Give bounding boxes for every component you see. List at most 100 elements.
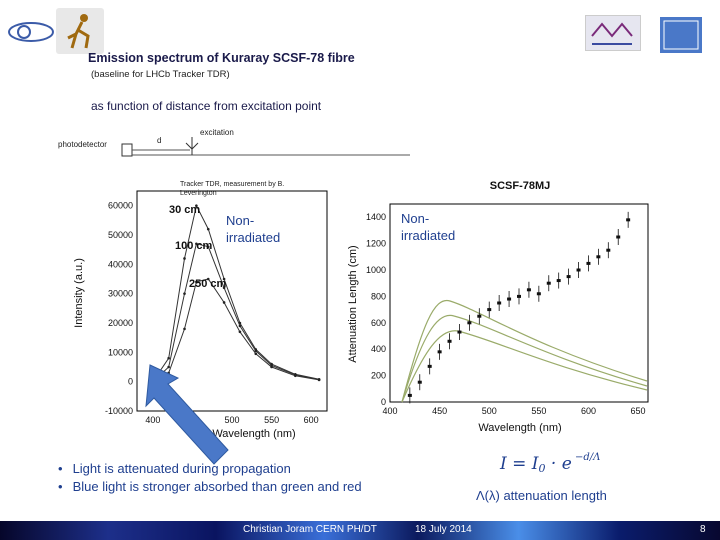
- left-ytick-label: 60000: [108, 201, 133, 211]
- left-data-point: [222, 286, 226, 290]
- left-data-point: [183, 292, 186, 295]
- bullet-item: • Blue light is stronger absorbed than gr…: [58, 478, 362, 496]
- left-data-point: [183, 327, 186, 331]
- right-data-point: [417, 380, 422, 384]
- left-data-point: [195, 280, 198, 284]
- left-annotation: Non- irradiated: [226, 212, 280, 246]
- bullet-dot: •: [58, 479, 63, 494]
- bullet-text-2: Blue light is stronger absorbed than gre…: [72, 479, 362, 494]
- right-data-point: [467, 321, 472, 325]
- right-ytick-label: 400: [371, 344, 386, 354]
- right-xtick-label: 650: [631, 406, 646, 416]
- left-chart-xlabel: Wavelength (nm): [212, 428, 295, 440]
- emission-spectrum-chart: Intensity (a.u.) Wavelength (nm) 60000 50…: [73, 190, 328, 440]
- right-ytick-label: 600: [371, 318, 386, 328]
- right-ytick-label: 800: [371, 291, 386, 301]
- left-data-point: [195, 242, 198, 246]
- right-data-point: [626, 218, 631, 222]
- right-xtick-label: 550: [531, 406, 546, 416]
- left-data-point: [294, 374, 297, 378]
- series-label-30cm: 30 cm: [169, 204, 200, 216]
- green-spectra: [401, 299, 648, 403]
- right-data-point: [566, 275, 571, 279]
- left-data-point: [270, 365, 273, 369]
- left-data-point: [254, 352, 258, 356]
- right-data-point: [507, 297, 512, 301]
- left-chart-frame: [136, 190, 328, 412]
- right-data-point: [477, 314, 482, 318]
- right-annotation: Non- irradiated: [401, 210, 455, 244]
- right-chart-xlabel: Wavelength (nm): [478, 422, 561, 434]
- left-ytick-label: 10000: [108, 347, 133, 357]
- bullet-item: • Light is attenuated during propagation: [58, 460, 362, 478]
- runner-logo: [56, 8, 104, 54]
- right-data-point: [487, 308, 492, 312]
- left-ytick-label: 40000: [108, 259, 133, 269]
- slide-title: Emission spectrum of Kuraray SCSF-78 fib…: [88, 51, 355, 65]
- left-ytick-label: 0: [128, 377, 133, 387]
- right-data-point: [497, 301, 502, 305]
- right-data-point: [596, 255, 601, 259]
- left-data-point: [183, 257, 186, 260]
- formula-caption: Λ(λ) attenuation length: [476, 488, 607, 503]
- left-data-point: [195, 204, 198, 207]
- left-xtick-label: 400: [145, 415, 160, 425]
- left-data-point: [167, 356, 170, 360]
- attenuation-formula: I = I0 · e −d/Λ: [500, 452, 601, 475]
- right-data-point: [536, 292, 541, 296]
- right-annotation-line-2: irradiated: [401, 228, 456, 243]
- right-ytick-label: 1000: [366, 265, 386, 275]
- left-data-point: [206, 227, 210, 231]
- right-data-point: [427, 364, 432, 368]
- left-annotation-line-1: Non-: [226, 213, 255, 228]
- left-data-point: [167, 365, 170, 369]
- left-annotation-line-2: irradiated: [226, 230, 281, 245]
- left-chart-ylabel: Intensity (a.u.): [73, 258, 85, 328]
- left-data-point: [238, 324, 242, 328]
- blue-arrow: [145, 364, 229, 465]
- scifi-logo: [660, 17, 702, 53]
- lhcb-logo: [585, 15, 641, 51]
- excitation-label: excitation: [200, 128, 234, 137]
- footer-author: Christian Joram CERN PH/DT: [243, 524, 377, 535]
- left-data-point: [317, 378, 321, 382]
- series-label-250cm: 250 cm: [189, 278, 227, 290]
- left-ytick-label: 50000: [108, 230, 133, 240]
- series-label-100cm: 100 cm: [175, 240, 213, 252]
- page-number: 8: [700, 524, 706, 535]
- left-ytick-label: 20000: [108, 318, 133, 328]
- left-xtick-label: 600: [304, 415, 319, 425]
- left-data-point: [222, 301, 226, 304]
- slide-heading: as function of distance from excitation …: [91, 99, 322, 113]
- right-data-point: [447, 339, 452, 343]
- left-xtick-label: 550: [264, 415, 279, 425]
- slide-subtitle: (baseline for LHCb Tracker TDR): [91, 69, 230, 80]
- left-data-point: [254, 349, 258, 353]
- left-xtick-label: 500: [224, 415, 239, 425]
- right-data-point: [407, 393, 412, 397]
- right-data-point: [576, 268, 581, 272]
- lhcb-upgrade-logo: [7, 14, 55, 50]
- credit-line-2: Leverington: [180, 190, 217, 197]
- bullet-list: • Light is attenuated during propagation …: [58, 460, 362, 496]
- left-ytick-label: 30000: [108, 289, 133, 299]
- right-xtick-label: 600: [581, 406, 596, 416]
- right-ytick-label: 1400: [366, 212, 386, 222]
- footer-date: 18 July 2014: [415, 524, 472, 535]
- left-data-point: [222, 277, 226, 281]
- right-data-point: [616, 235, 621, 239]
- bullet-text-1: Light is attenuated during propagation: [72, 461, 291, 476]
- right-data-point: [556, 279, 561, 283]
- fibre-diagram: [121, 137, 410, 157]
- right-data-point: [437, 350, 442, 354]
- right-ytick-label: 1200: [366, 239, 386, 249]
- photodetector-label: photodetector: [58, 140, 107, 149]
- right-data-point: [517, 294, 521, 298]
- right-annotation-line-1: Non-: [401, 211, 430, 226]
- right-xtick-label: 450: [432, 406, 447, 416]
- distance-label: d: [157, 136, 162, 145]
- credit-line-1: Tracker TDR, measurement by B.: [180, 181, 285, 188]
- right-ytick-label: 200: [371, 371, 386, 381]
- right-xtick-label: 500: [482, 406, 497, 416]
- right-data-point: [606, 248, 611, 252]
